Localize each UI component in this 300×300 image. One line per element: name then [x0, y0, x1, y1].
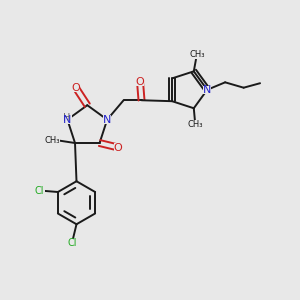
Text: CH₃: CH₃ — [189, 50, 205, 59]
FancyBboxPatch shape — [34, 186, 45, 195]
Text: Cl: Cl — [34, 185, 44, 196]
FancyBboxPatch shape — [71, 84, 80, 92]
FancyBboxPatch shape — [114, 143, 123, 152]
Text: N: N — [203, 85, 212, 95]
Text: N: N — [63, 115, 72, 125]
Text: O: O — [114, 142, 122, 152]
FancyBboxPatch shape — [66, 238, 78, 247]
Text: CH₃: CH₃ — [188, 120, 203, 129]
FancyBboxPatch shape — [103, 116, 111, 124]
FancyBboxPatch shape — [136, 77, 145, 86]
FancyBboxPatch shape — [63, 114, 71, 122]
FancyBboxPatch shape — [188, 121, 203, 129]
Text: N: N — [103, 115, 111, 125]
FancyBboxPatch shape — [45, 136, 60, 144]
Text: O: O — [136, 77, 144, 87]
Text: CH₃: CH₃ — [45, 136, 60, 145]
Text: H: H — [63, 113, 70, 123]
Text: Cl: Cl — [67, 238, 77, 248]
FancyBboxPatch shape — [189, 51, 205, 59]
FancyBboxPatch shape — [63, 116, 72, 124]
FancyBboxPatch shape — [203, 85, 212, 94]
Text: O: O — [72, 83, 80, 93]
